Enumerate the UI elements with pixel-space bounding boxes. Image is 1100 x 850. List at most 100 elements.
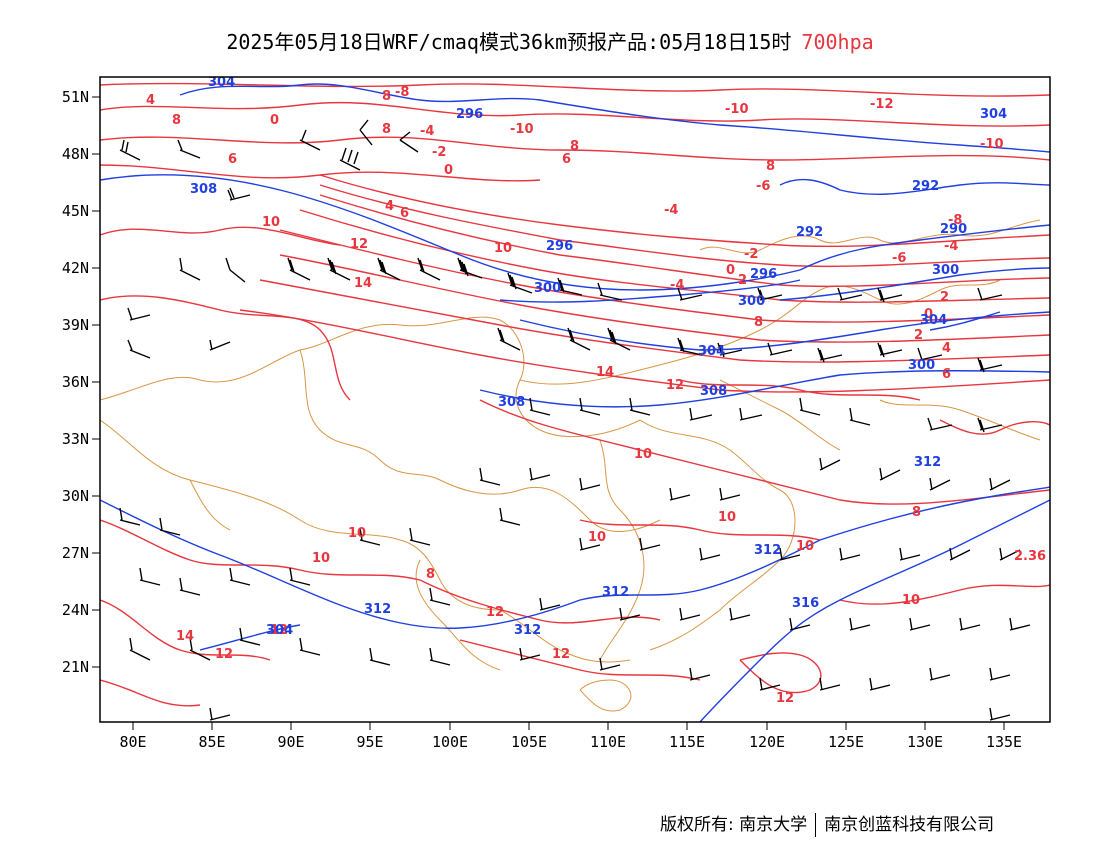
temperature-label: -4 [670, 278, 684, 293]
geopotential-label: 300 [738, 294, 765, 309]
temperature-label: -2 [744, 247, 758, 262]
lon-label: 125E [828, 733, 864, 751]
temperature-label: 10 [262, 215, 280, 230]
temperature-label: 8 [570, 139, 579, 154]
temperature-label: 12 [552, 647, 570, 662]
lat-label: 51N [62, 88, 89, 106]
temperature-label: 12 [215, 647, 233, 662]
temperature-label: 10 [634, 447, 652, 462]
temperature-label: 10 [588, 530, 606, 545]
temperature-label: 8 [172, 113, 181, 128]
longitude-axis [132, 722, 1005, 730]
lon-label: 120E [749, 733, 785, 751]
temperature-label: 4 [942, 341, 951, 356]
temperature-label: 2 [738, 273, 747, 288]
lat-label: 24N [62, 601, 89, 619]
geopotential-label: 312 [914, 455, 941, 470]
temperature-label: 0 [924, 307, 933, 322]
title-level: 700hpa [801, 30, 874, 54]
temperature-label: 4 [385, 199, 394, 214]
temperature-label: 10 [796, 539, 814, 554]
geopotential-label: 296 [546, 239, 573, 254]
lon-label: 105E [511, 733, 547, 751]
geopotential-label: 316 [792, 596, 819, 611]
temperature-label: 6 [942, 367, 951, 382]
map-frame [99, 76, 1051, 723]
temperature-label: -4 [664, 203, 678, 218]
temperature-label: 6 [400, 206, 409, 221]
temperature-label: -4 [944, 239, 958, 254]
temperature-label: -12 [870, 97, 894, 112]
lat-label: 27N [62, 544, 89, 562]
temperature-label: 0 [270, 113, 279, 128]
temperature-label: 10 [718, 510, 736, 525]
geopotential-label: 308 [700, 384, 727, 399]
latitude-axis [92, 96, 100, 668]
geopotential-label: 292 [796, 225, 823, 240]
temperature-labels: 4 8 0 8 8 -4 -2 0 6 8 -10 6 -8 -10 -12 -… [146, 85, 1046, 706]
temperature-label: 8 [382, 122, 391, 137]
temperature-label: -10 [510, 122, 534, 137]
copyright-footer: 版权所有: 南京大学 南京创蓝科技有限公司 [660, 810, 994, 837]
geopotential-label: 312 [514, 623, 541, 638]
geopotential-label: 300 [932, 263, 959, 278]
temperature-label: 14 [176, 629, 194, 644]
temperature-label: 14 [354, 276, 372, 291]
lat-label: 42N [62, 259, 89, 277]
lat-label: 33N [62, 430, 89, 448]
temperature-label: -6 [892, 251, 906, 266]
temperature-label: 10 [348, 526, 366, 541]
geopotential-label: 292 [912, 179, 939, 194]
temperature-label: 8 [382, 89, 391, 104]
geopotential-label: 312 [602, 585, 629, 600]
geopotential-label: 290 [940, 222, 967, 237]
temperature-label: 10 [902, 593, 920, 608]
temperature-label: -4 [420, 124, 434, 139]
copyright-company: 南京创蓝科技有限公司 [824, 815, 995, 835]
latitude-labels: 51N 48N 45N 42N 39N 36N 33N 30N 27N 24N … [62, 88, 89, 676]
temperature-label: -2 [432, 145, 446, 160]
temperature-label: -8 [395, 85, 409, 100]
geopotential-label: 300 [908, 358, 935, 373]
geopotential-label: 304 [266, 623, 293, 638]
temperature-label: 12 [350, 237, 368, 252]
temperature-label: 2.36 [1014, 549, 1046, 564]
lon-label: 130E [907, 733, 943, 751]
geopotential-label: 304 [920, 313, 947, 328]
temperature-label: 6 [562, 152, 571, 167]
temperature-label: -8 [948, 213, 962, 228]
temperature-label: 6 [228, 152, 237, 167]
geopotential-labels: 304 296 308 296 292 300 300 296 292 290 … [190, 75, 1007, 638]
temperature-label: -10 [980, 137, 1004, 152]
lon-label: 90E [277, 733, 304, 751]
lat-label: 36N [62, 373, 89, 391]
geopotential-label: 312 [754, 543, 781, 558]
geopotential-label: 312 [364, 602, 391, 617]
geopotential-isolines [100, 83, 1050, 722]
temperature-label: 2 [914, 328, 923, 343]
temperature-isolines [100, 82, 1050, 707]
temperature-label: 8 [766, 159, 775, 174]
temperature-label: -6 [756, 179, 770, 194]
geopotential-label: 304 [208, 75, 235, 90]
geopotential-label: 296 [750, 267, 777, 282]
temperature-label: 8 [754, 315, 763, 330]
lon-label: 80E [119, 733, 146, 751]
temperature-label: 0 [726, 263, 735, 278]
temperature-label: 0 [444, 163, 453, 178]
lon-label: 95E [356, 733, 383, 751]
title-main: 2025年05月18日WRF/cmaq模式36km预报产品:05月18日15时 [226, 30, 792, 54]
lon-label: 110E [590, 733, 626, 751]
lat-label: 48N [62, 145, 89, 163]
longitude-labels: 80E 85E 90E 95E 100E 105E 110E 115E 120E… [119, 733, 1022, 751]
geopotential-label: 304 [980, 107, 1007, 122]
geopotential-label: 300 [534, 281, 561, 296]
temperature-label: 12 [776, 691, 794, 706]
temperature-label: 8 [912, 505, 921, 520]
temperature-label: 10 [494, 241, 512, 256]
map-title: 2025年05月18日WRF/cmaq模式36km预报产品:05月18日15时 7… [0, 26, 1100, 55]
temperature-label: 4 [146, 93, 155, 108]
lat-label: 45N [62, 202, 89, 220]
geopotential-label: 296 [456, 107, 483, 122]
